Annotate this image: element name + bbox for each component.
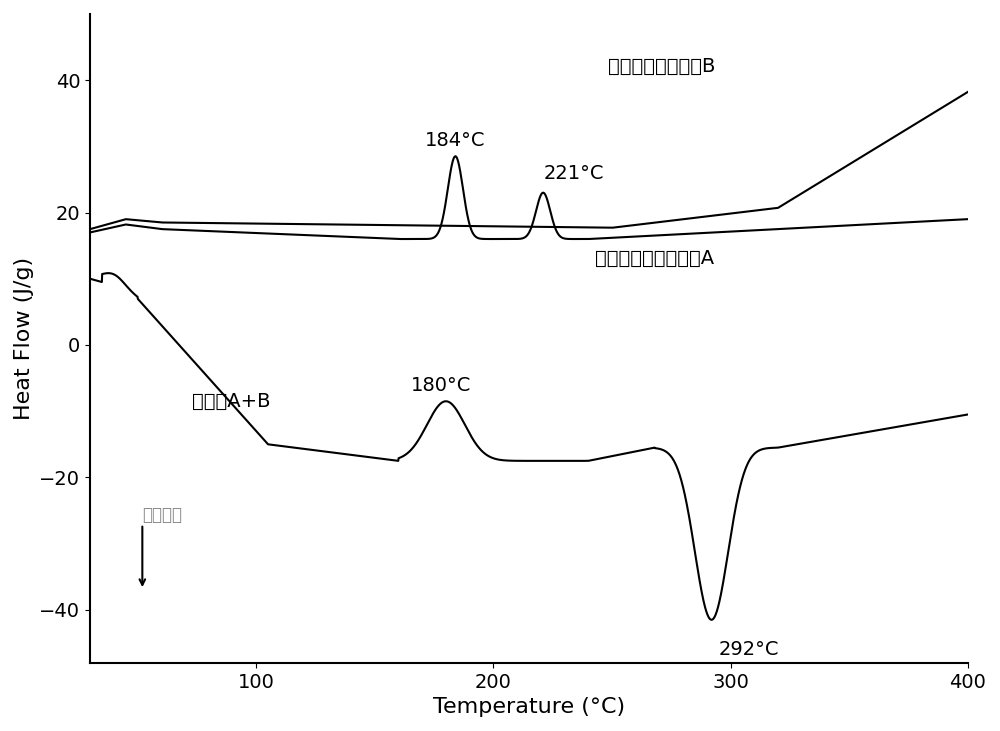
Text: 向下放熳: 向下放熳 <box>142 506 182 524</box>
Text: 292°C: 292°C <box>719 640 779 659</box>
Y-axis label: Heat Flow (J/g): Heat Flow (J/g) <box>14 257 34 420</box>
Text: 184°C: 184°C <box>425 131 486 150</box>
Text: 180°C: 180°C <box>411 376 471 395</box>
Text: 双邻苯二甲腔单体B: 双邻苯二甲腔单体B <box>608 57 715 76</box>
X-axis label: Temperature (°C): Temperature (°C) <box>433 697 625 717</box>
Text: 六元脂环酰亚胺单体A: 六元脂环酰亚胺单体A <box>595 249 714 268</box>
Text: 221°C: 221°C <box>543 164 604 183</box>
Text: 共混物A+B: 共混物A+B <box>192 392 271 411</box>
